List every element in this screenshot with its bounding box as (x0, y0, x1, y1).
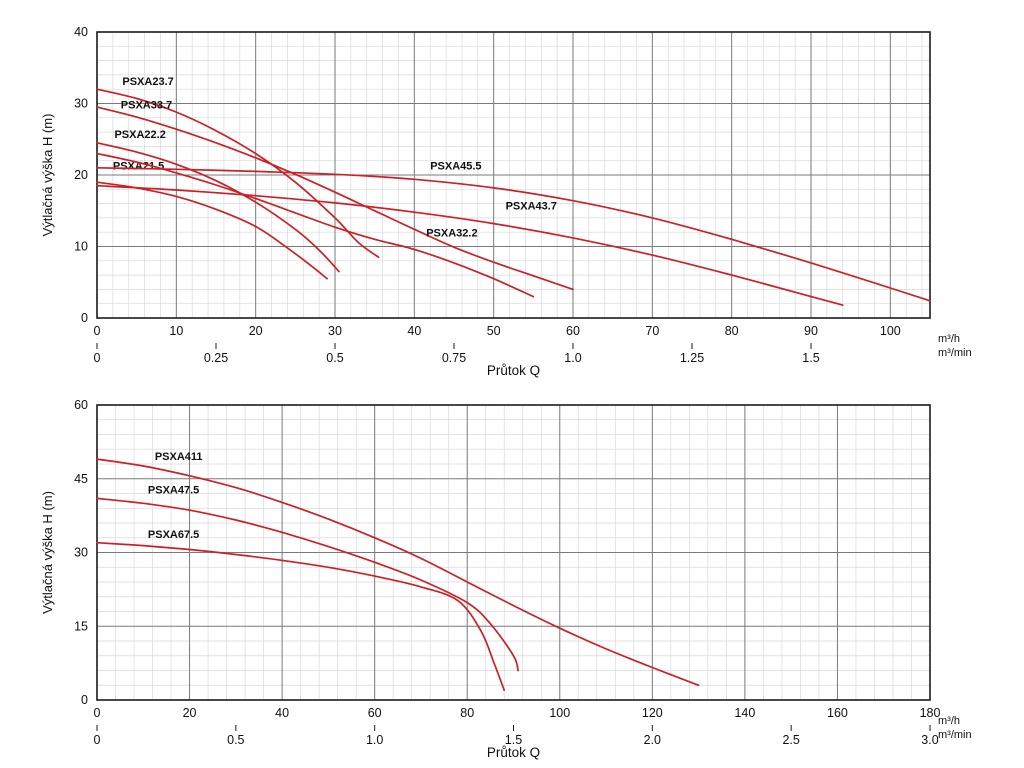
x2-tick-label: 3.0 (921, 733, 938, 747)
x2-tick-label: 0.75 (442, 351, 466, 365)
x-tick-label: 70 (645, 324, 659, 338)
x-unit-secondary: m³/min (938, 347, 972, 359)
curve-label-PSXA43.7: PSXA43.7 (506, 200, 557, 212)
x-tick-label: 50 (487, 324, 501, 338)
chart-bottom: 0 20 40 60 80 100 120 140 160 180 0 15 30 45 60 0 0.5 1.0… (40, 398, 972, 760)
x-tick-label: 100 (549, 706, 570, 720)
y-tick-label: 10 (74, 240, 88, 254)
x2-tick-label: 0 (94, 733, 101, 747)
plot-border (96, 404, 931, 701)
x2-tick-label: 1.0 (366, 733, 383, 747)
x-tick-label: 140 (734, 706, 755, 720)
x-tick-label: 180 (920, 706, 941, 720)
x2-tick-label: 2.5 (782, 733, 799, 747)
x2-tick-label: 1.5 (505, 733, 522, 747)
curve-PSXA21.5 (96, 181, 328, 280)
x-tick-label: 60 (368, 706, 382, 720)
chart-top: 0 10 20 30 40 50 60 70 80 90 100 0 10 20 30 40 0 0.25 0.5 0… (40, 25, 972, 378)
y-tick-label: 20 (74, 168, 88, 182)
y-tick-label: 45 (74, 472, 88, 486)
x-unit-primary: m³/h (938, 715, 960, 727)
x-tick-label: 40 (275, 706, 289, 720)
curve-label-PSXA23.7: PSXA23.7 (122, 76, 173, 88)
curve-PSXA47.5 (96, 497, 519, 672)
curve-label-PSXA32.2: PSXA32.2 (426, 227, 477, 239)
curve-label-PSXA33.7: PSXA33.7 (121, 100, 172, 112)
curve-label-PSXA47.5: PSXA47.5 (148, 485, 199, 497)
y-tick-label: 30 (74, 97, 88, 111)
x-tick-label: 160 (827, 706, 848, 720)
x-unit-secondary: m³/min (938, 729, 972, 741)
x-tick-label: 90 (804, 324, 818, 338)
x-tick-label: 60 (566, 324, 580, 338)
y-tick-label: 0 (81, 311, 88, 325)
x2-tick-label: 1.25 (680, 351, 704, 365)
x-tick-label: 40 (407, 324, 421, 338)
y-tick-label: 60 (74, 398, 88, 412)
curve-PSXA45.5 (96, 166, 931, 302)
x-tick-label: 10 (169, 324, 183, 338)
curve-label-PSXA67.5: PSXA67.5 (148, 529, 199, 541)
x-tick-label: 0 (94, 324, 101, 338)
plot-border (96, 31, 931, 319)
x-tick-label: 120 (642, 706, 663, 720)
y-tick-label: 40 (74, 25, 88, 39)
x-tick-label: 20 (183, 706, 197, 720)
x2-tick-label: 0 (94, 351, 101, 365)
y-axis-title: Výtlačná výška H (m) (40, 114, 55, 237)
x-unit-primary: m³/h (938, 333, 960, 345)
y-tick-label: 15 (74, 619, 88, 633)
x-axis-title: Průtok Q (487, 363, 540, 378)
x-axis-title: Průtok Q (487, 745, 540, 760)
curve-PSXA411 (96, 458, 700, 687)
x2-tick-label: 0.5 (227, 733, 244, 747)
curve-PSXA67.5 (96, 541, 506, 692)
curve-PSXA43.7 (96, 184, 844, 306)
curve-PSXA33.7 (96, 106, 574, 291)
x2-tick-label: 0.5 (326, 351, 343, 365)
x-tick-label: 20 (249, 324, 263, 338)
x2-tick-label: 1.5 (802, 351, 819, 365)
curve-label-PSXA45.5: PSXA45.5 (430, 160, 481, 172)
x2-tick-label: 0.25 (204, 351, 228, 365)
x2-tick-label: 1.0 (564, 351, 581, 365)
y-axis-title: Výtlačná výška H (m) (40, 491, 55, 614)
x-tick-label: 0 (94, 706, 101, 720)
y-tick-label: 0 (81, 693, 88, 707)
curve-label-PSXA411: PSXA411 (155, 451, 203, 463)
curve-label-PSXA22.2: PSXA22.2 (114, 129, 165, 141)
y-tick-label: 30 (74, 546, 88, 560)
curve-PSXA23.7 (96, 88, 380, 259)
x-tick-label: 80 (460, 706, 474, 720)
x-tick-label: 100 (880, 324, 901, 338)
curve-PSXA32.2 (96, 152, 535, 298)
x-tick-label: 80 (725, 324, 739, 338)
x-tick-label: 30 (328, 324, 342, 338)
x2-tick-label: 2.0 (644, 733, 661, 747)
